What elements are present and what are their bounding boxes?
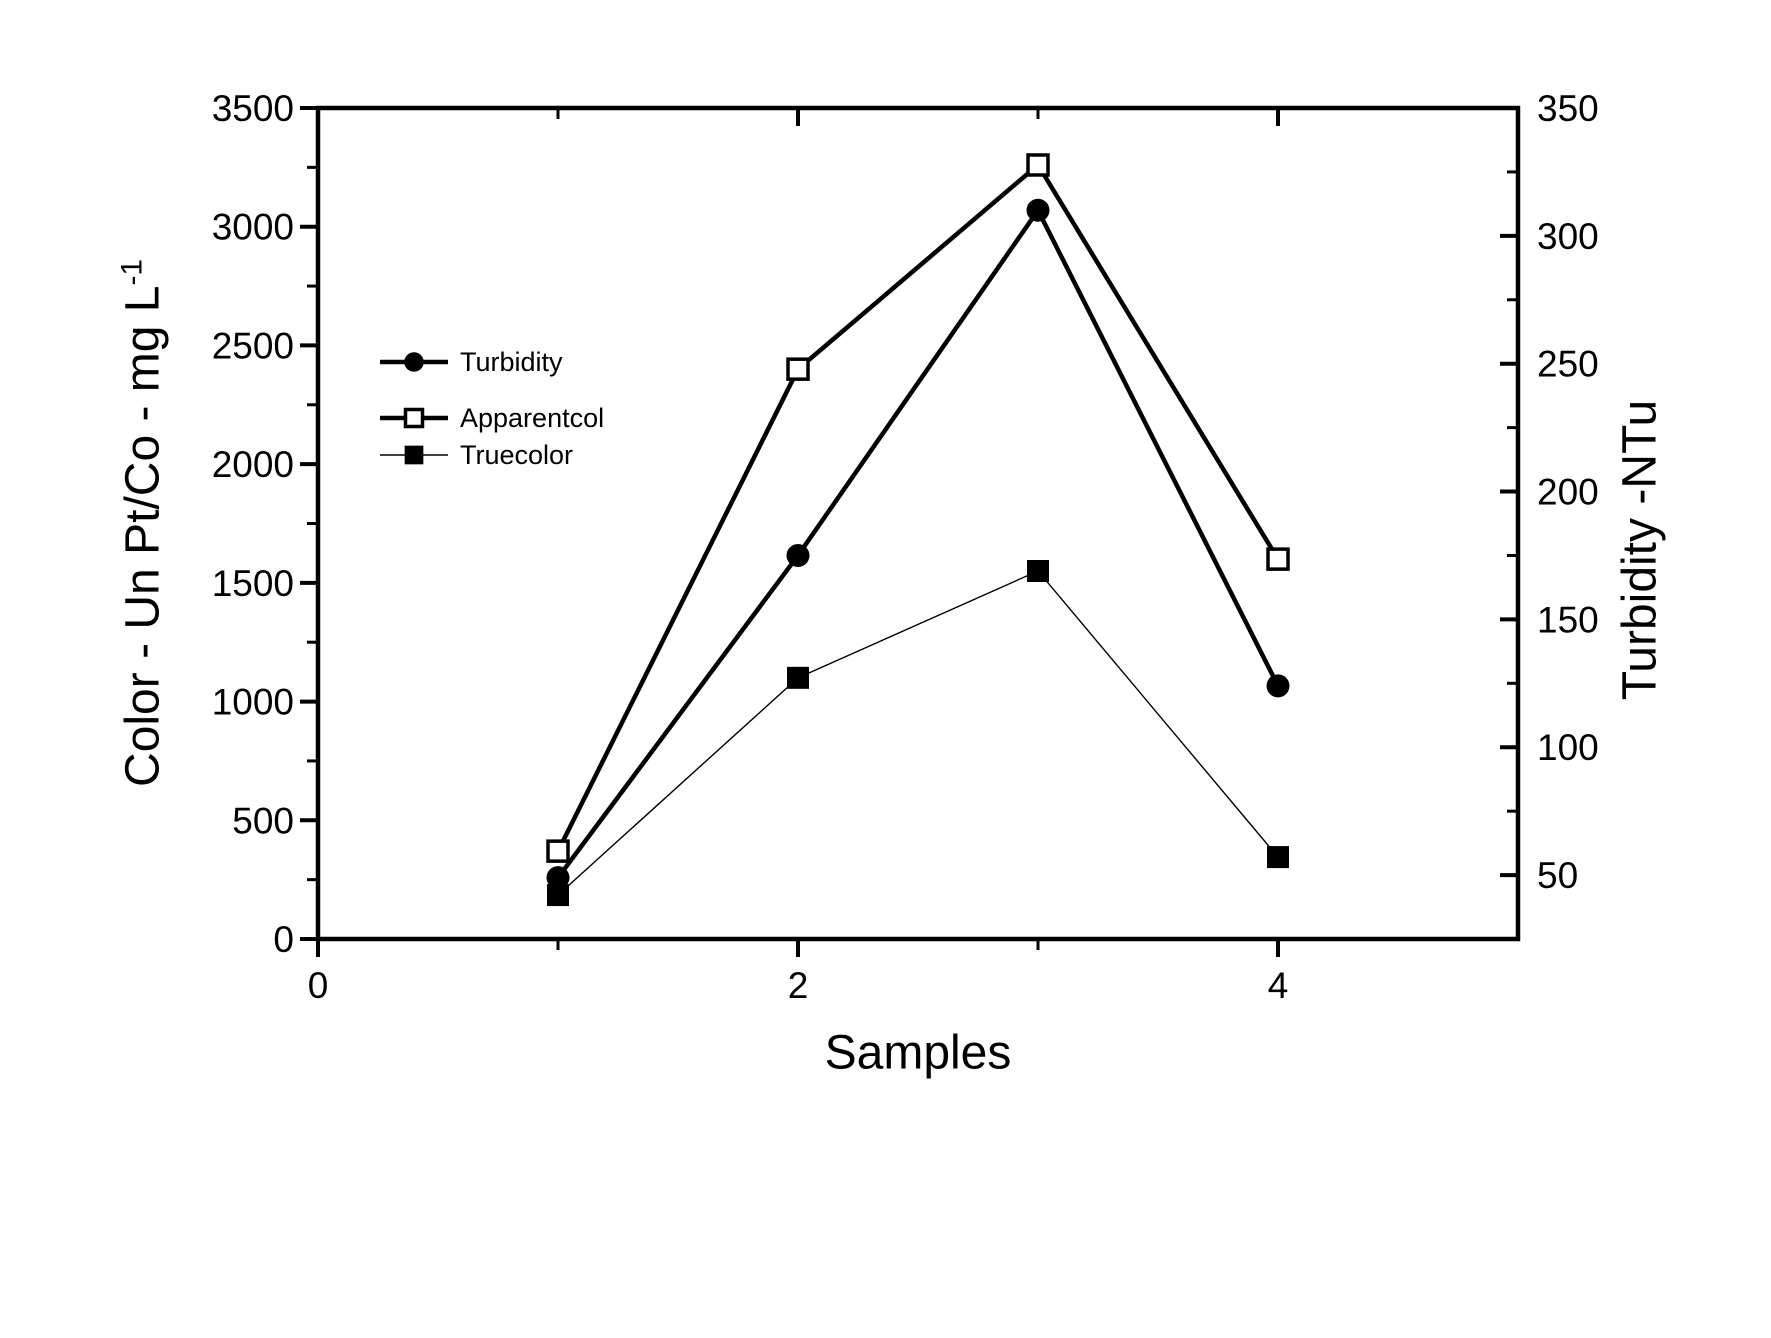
filled-square-marker bbox=[547, 884, 569, 907]
right-y-axis: 50 100 150 200 250 300 350 bbox=[1500, 88, 1599, 896]
open-square-marker bbox=[403, 407, 425, 429]
tick-label: 250 bbox=[1537, 344, 1599, 385]
tick-label: 0 bbox=[273, 919, 294, 960]
filled-circle-marker bbox=[404, 352, 424, 372]
filled-square-marker bbox=[1027, 559, 1049, 582]
x-axis-title: Samples bbox=[824, 1026, 1012, 1080]
filled-square-marker bbox=[1267, 846, 1289, 869]
legend-label: Turbidity bbox=[460, 347, 563, 377]
tick-label: 3500 bbox=[212, 88, 294, 129]
tick-label: 2000 bbox=[212, 444, 294, 485]
plot-frame bbox=[315, 105, 1521, 942]
legend-item-turbidity: Turbidity bbox=[380, 347, 563, 377]
open-square-marker bbox=[1266, 547, 1290, 571]
filled-square-marker bbox=[404, 445, 424, 465]
legend-item-apparentcol: Apparentcol bbox=[380, 403, 604, 433]
open-square-marker bbox=[786, 357, 810, 381]
filled-circle-marker bbox=[1026, 198, 1050, 222]
left-y-axis: 0 500 1000 1500 2000 2500 3000 3500 bbox=[212, 88, 318, 960]
legend-label: Apparentcol bbox=[460, 403, 604, 433]
tick-label: 2500 bbox=[212, 325, 294, 366]
tick-label: 4 bbox=[1268, 965, 1289, 1006]
legend: Turbidity Apparentcol Truecolor bbox=[380, 347, 604, 470]
tick-label: 2 bbox=[788, 965, 809, 1006]
tick-label: 50 bbox=[1537, 855, 1578, 896]
tick-label: 1000 bbox=[212, 682, 294, 723]
left-y-axis-title: Color - Un Pt/Co - mg L-1 bbox=[116, 259, 171, 787]
left-y-axis-title-text: Color - Un Pt/Co - mg L bbox=[116, 285, 170, 787]
filled-square-marker bbox=[787, 666, 809, 689]
tick-label: 3000 bbox=[212, 207, 294, 248]
series-line bbox=[555, 161, 1280, 853]
series-line bbox=[557, 570, 1279, 896]
tick-label: 350 bbox=[1537, 88, 1599, 129]
x-axis: 0 2 4 bbox=[308, 939, 1289, 1006]
series-turbidity bbox=[546, 198, 1290, 890]
tick-label: 0 bbox=[308, 965, 329, 1006]
filled-circle-marker bbox=[786, 543, 810, 567]
filled-circle-marker bbox=[546, 866, 570, 890]
tick-label: 300 bbox=[1537, 216, 1599, 257]
tick-label: 200 bbox=[1537, 472, 1599, 513]
tick-label: 150 bbox=[1537, 599, 1599, 640]
tick-label: 500 bbox=[232, 800, 294, 841]
right-y-axis-title: Turbidity -NTu bbox=[1613, 399, 1667, 701]
series-apparentcol bbox=[546, 153, 1290, 863]
legend-label: Truecolor bbox=[460, 440, 573, 470]
tick-label: 100 bbox=[1537, 727, 1599, 768]
left-y-axis-title-exponent: -1 bbox=[115, 259, 149, 286]
tick-label: 1500 bbox=[212, 563, 294, 604]
filled-circle-marker bbox=[1266, 674, 1290, 698]
series-line bbox=[556, 205, 1281, 879]
top-x-axis bbox=[556, 108, 1280, 126]
open-square-marker bbox=[546, 839, 570, 863]
open-square-marker bbox=[1026, 153, 1050, 177]
legend-item-truecolor: Truecolor bbox=[380, 440, 573, 470]
series-truecolor bbox=[547, 559, 1289, 907]
